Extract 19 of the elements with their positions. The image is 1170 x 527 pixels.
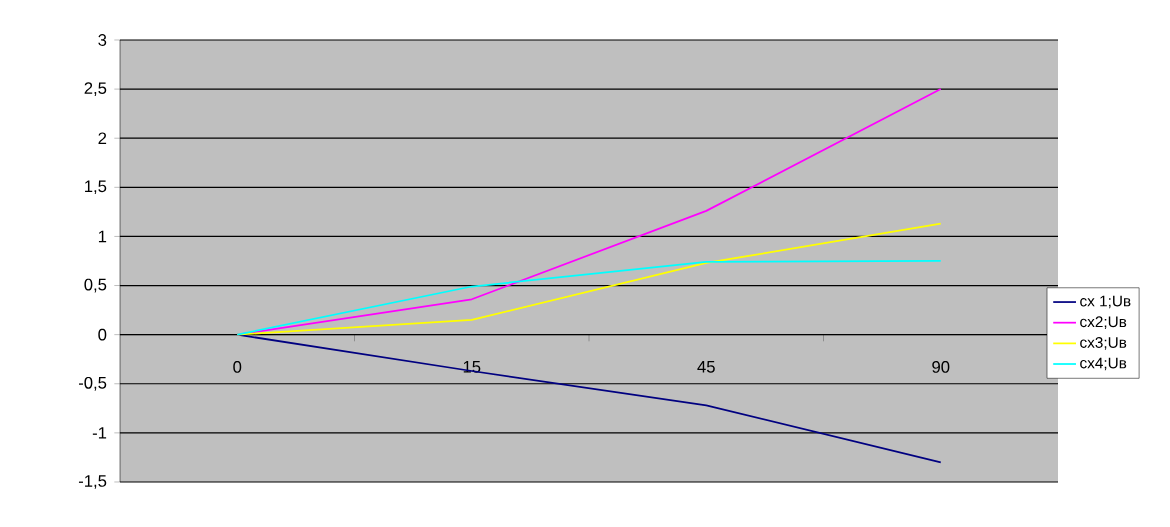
y-tick-label: 3	[98, 34, 107, 46]
y-tick-label: 0,5	[84, 278, 107, 293]
x-tick-label: 0	[233, 361, 242, 373]
y-tick-label: 2,5	[84, 82, 107, 96]
legend-label: сх3;Uв	[1080, 337, 1127, 350]
y-tick-label: -1	[92, 427, 107, 439]
y-tick-label: 1	[98, 230, 107, 243]
x-tick-label: 45	[697, 361, 715, 373]
y-tick-label: 2	[98, 132, 107, 145]
y-tick-label: 1,5	[85, 180, 107, 195]
y-tick-label: 0	[98, 328, 107, 341]
x-tick-label: 90	[932, 361, 950, 373]
line-series	[236, 222, 942, 336]
legend-label: сх 1;Uв	[1080, 295, 1131, 309]
line-series	[236, 260, 942, 336]
legend-label: сх2;Uв	[1080, 316, 1127, 329]
legend-label: сх4;Uв	[1080, 357, 1127, 371]
y-tick-label: -0,5	[78, 376, 107, 391]
y-tick-label: -1,5	[78, 475, 107, 489]
